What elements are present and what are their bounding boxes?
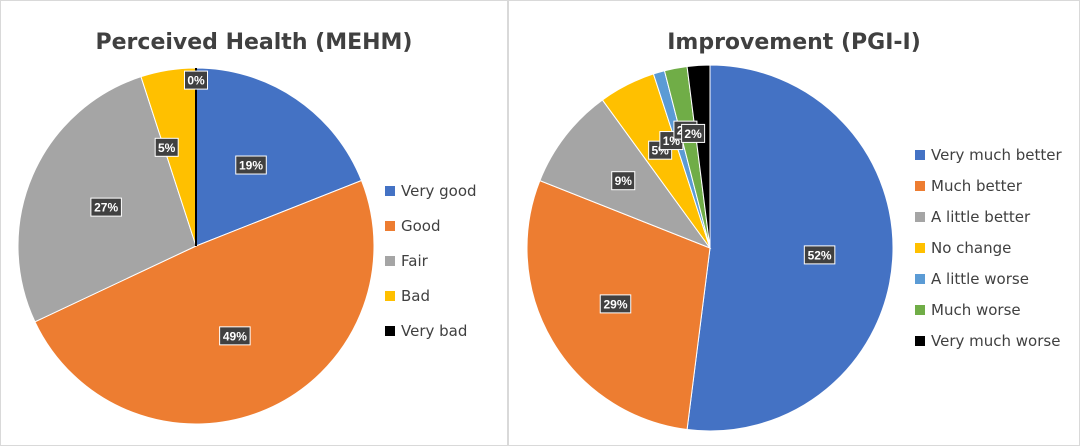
legend-label: A little worse [931, 270, 1029, 288]
chart-title: Improvement (PGI-I) [667, 30, 921, 55]
legend-swatch [915, 150, 925, 160]
pie-slice-very-much-worse [686, 64, 711, 249]
svg-text:2%: 2% [684, 127, 702, 141]
legend-swatch [915, 336, 925, 346]
legend-swatch [385, 326, 395, 336]
legend-swatch [385, 291, 395, 301]
improvement-pie: 52%29%9%5%1%2%2% [526, 64, 894, 432]
svg-text:9%: 9% [615, 174, 633, 188]
legend-label: Much worse [931, 301, 1021, 319]
data-label: 27% [90, 197, 122, 217]
pie-slice-good [34, 179, 375, 425]
legend-item: Good [385, 217, 441, 235]
data-label: 5% [154, 137, 179, 157]
legend-item: No change [915, 239, 1011, 257]
legend-item: A little better [915, 208, 1030, 226]
data-label: 49% [219, 326, 251, 346]
legend-label: Very much worse [931, 332, 1061, 350]
legend-item: Bad [385, 287, 430, 305]
legend-item: A little worse [915, 270, 1029, 288]
svg-text:5%: 5% [158, 141, 176, 155]
legend-swatch [915, 181, 925, 191]
pie-slice-very-much-better [686, 64, 894, 432]
svg-text:29%: 29% [603, 297, 627, 311]
improvement-panel: Improvement (PGI-I) 52%29%9%5%1%2%2% Ver… [508, 0, 1080, 446]
data-label: 9% [611, 171, 636, 191]
svg-text:0%: 0% [187, 74, 205, 88]
svg-text:19%: 19% [239, 159, 263, 173]
legend-label: Very much better [931, 146, 1062, 164]
data-label: 19% [235, 155, 267, 175]
svg-text:49%: 49% [223, 329, 247, 343]
legend-item: Much better [915, 177, 1022, 195]
svg-text:52%: 52% [808, 248, 832, 262]
pie-slice-very-good [195, 67, 363, 247]
legend-label: Much better [931, 177, 1022, 195]
legend-label: Fair [401, 252, 428, 270]
legend-label: Very good [401, 182, 477, 200]
svg-text:27%: 27% [94, 201, 118, 215]
legend-item: Much worse [915, 301, 1021, 319]
legend-item: Fair [385, 252, 428, 270]
legend-swatch [385, 221, 395, 231]
legend-item: Very much worse [915, 332, 1060, 350]
legend-item: Very good [385, 182, 477, 200]
legend-swatch [915, 243, 925, 253]
legend-swatch [915, 212, 925, 222]
data-label: 52% [803, 245, 836, 265]
legend-item: Very bad [385, 322, 467, 340]
legend-swatch [915, 274, 925, 284]
data-label: 29% [599, 294, 632, 314]
legend-label: No change [931, 239, 1012, 257]
legend-label: Very bad [401, 322, 468, 340]
legend-label: Good [401, 217, 441, 235]
legend-swatch [385, 186, 395, 196]
legend-item: Very much better [915, 146, 1062, 164]
legend-label: A little better [931, 208, 1031, 226]
perceived-health-pie: 19% 49% 27% 5% 0% [17, 67, 375, 425]
data-label: 0% [184, 70, 208, 90]
chart-title: Perceived Health (MEHM) [95, 30, 413, 55]
data-label: 2% [681, 123, 706, 143]
perceived-health-panel: Perceived Health (MEHM) 19% 49% 27% 5% 0% Ve… [0, 0, 508, 446]
legend-swatch [385, 256, 395, 266]
legend-swatch [915, 305, 925, 315]
legend-label: Bad [401, 287, 431, 305]
